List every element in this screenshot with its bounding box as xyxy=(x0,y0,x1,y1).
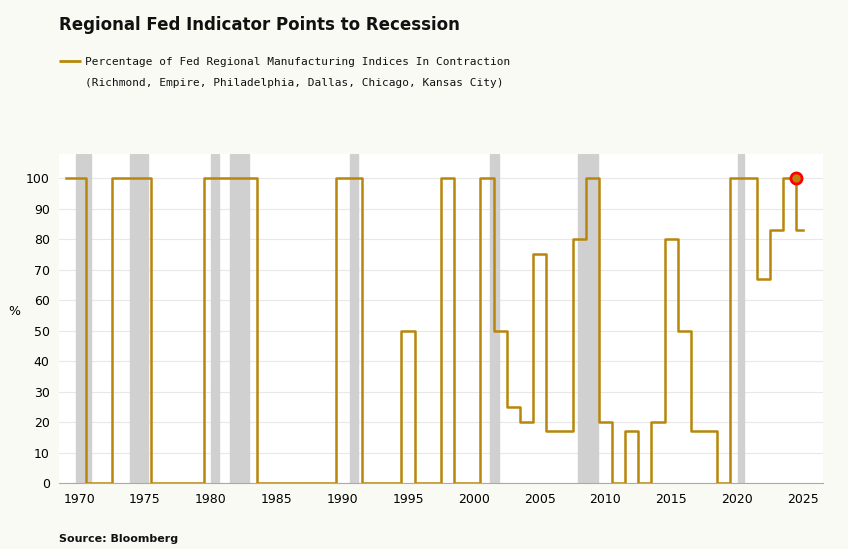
Bar xyxy=(231,154,248,483)
Y-axis label: %: % xyxy=(8,305,20,318)
Bar xyxy=(489,154,499,483)
Text: (Richmond, Empire, Philadelphia, Dallas, Chicago, Kansas City): (Richmond, Empire, Philadelphia, Dallas,… xyxy=(85,78,504,88)
Bar xyxy=(350,154,358,483)
Bar xyxy=(131,154,148,483)
Bar xyxy=(75,154,91,483)
Bar xyxy=(210,154,219,483)
Bar xyxy=(739,154,744,483)
Text: Regional Fed Indicator Points to Recession: Regional Fed Indicator Points to Recessi… xyxy=(59,16,460,35)
Text: Percentage of Fed Regional Manufacturing Indices In Contraction: Percentage of Fed Regional Manufacturing… xyxy=(85,57,510,67)
Text: Source: Bloomberg: Source: Bloomberg xyxy=(59,534,178,544)
Bar xyxy=(577,154,598,483)
